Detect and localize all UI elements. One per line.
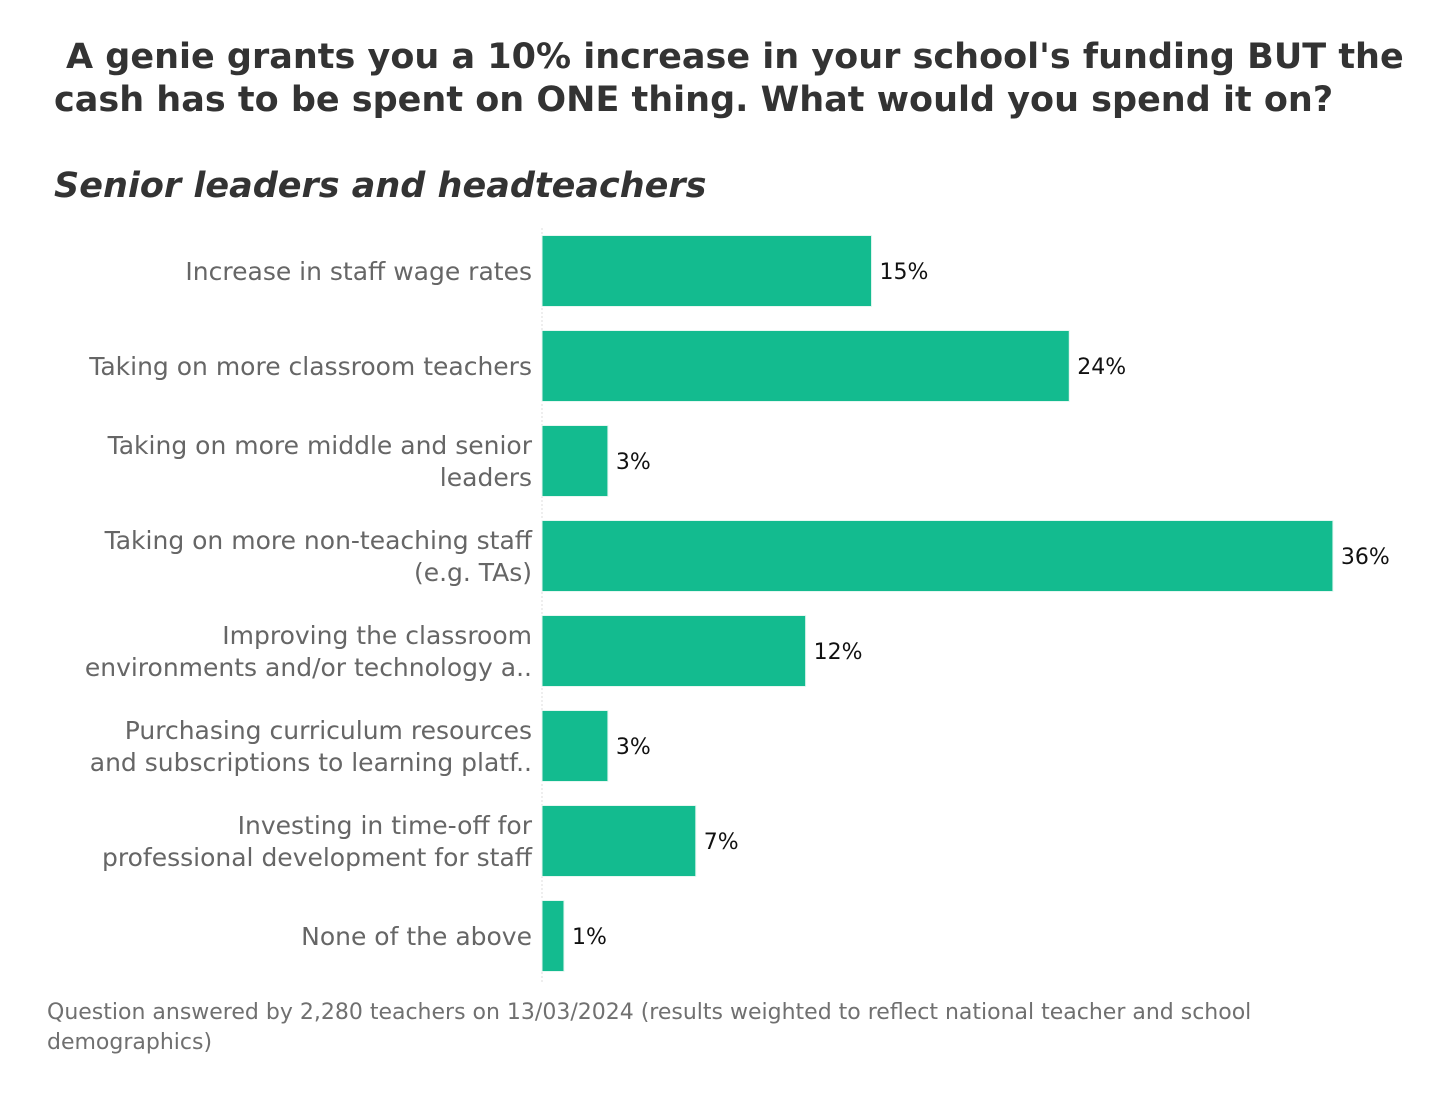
- category-label: Increase in staff wage rates: [185, 257, 532, 286]
- bar: [541, 235, 873, 307]
- category-label: None of the above: [301, 922, 532, 951]
- category-label: Improving the classroom environments and/…: [85, 621, 532, 682]
- bar: [541, 900, 565, 972]
- value-label: 7%: [704, 830, 739, 855]
- value-label: 36%: [1341, 545, 1390, 570]
- chart-footnote: Question answered by 2,280 teachers on 1…: [47, 1000, 1252, 1055]
- category-label-line: and subscriptions to learning platf..: [90, 748, 532, 777]
- category-label-line: leaders: [440, 463, 532, 492]
- category-label-line: environments and/or technology a..: [85, 653, 532, 682]
- category-label-line: Increase in staff wage rates: [185, 257, 532, 286]
- bar: [541, 710, 609, 782]
- category-label-line: professional development for staff: [102, 843, 533, 872]
- bars-layer: 15% Increase in staff wage rates 24% Taking…: [85, 235, 1390, 972]
- category-label: Purchasing curriculum resources and subsc…: [90, 716, 532, 777]
- bar: [541, 520, 1334, 592]
- bar: [541, 805, 697, 877]
- category-label-line: (e.g. TAs): [414, 558, 532, 587]
- bar: [541, 425, 609, 497]
- chart-title: A genie grants you a 10% increase in you…: [54, 37, 1404, 120]
- category-label: Taking on more middle and senior leaders: [107, 431, 533, 492]
- category-label-line: Taking on more non-teaching staff: [104, 526, 533, 555]
- value-label: 15%: [880, 260, 929, 285]
- category-label: Taking on more non-teaching staff (e.g. T…: [104, 526, 533, 587]
- bar: [541, 330, 1070, 402]
- category-label-line: Improving the classroom: [222, 621, 532, 650]
- bar: [541, 615, 807, 687]
- value-label: 12%: [814, 640, 863, 665]
- value-label: 3%: [616, 735, 651, 760]
- category-label-line: Taking on more middle and senior: [107, 431, 533, 460]
- category-label-line: Investing in time-off for: [238, 811, 533, 840]
- value-label: 1%: [572, 925, 607, 950]
- chart-subtitle: Senior leaders and headteachers: [54, 166, 707, 206]
- value-label: 24%: [1077, 355, 1126, 380]
- category-label-line: Purchasing curriculum resources: [125, 716, 532, 745]
- category-label: Investing in time-off for professional de…: [102, 811, 533, 872]
- category-label-line: Taking on more classroom teachers: [88, 352, 532, 381]
- value-label: 3%: [616, 450, 651, 475]
- category-label: Taking on more classroom teachers: [88, 352, 532, 381]
- category-label-line: None of the above: [301, 922, 532, 951]
